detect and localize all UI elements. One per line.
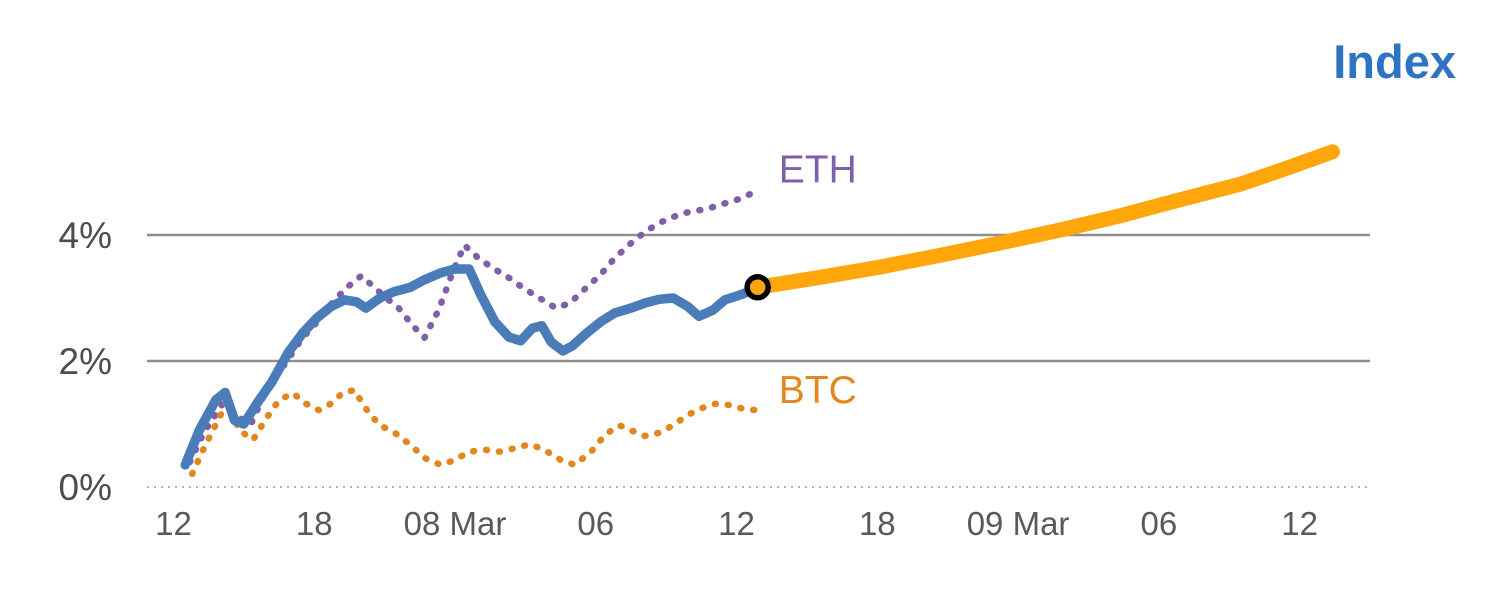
forecast-start-marker bbox=[744, 274, 771, 301]
series-line-btc bbox=[188, 386, 759, 478]
x-tick-label: 06 bbox=[1140, 505, 1177, 542]
series-labels: ETH BTC bbox=[779, 149, 857, 412]
chart-title: Index bbox=[1333, 35, 1456, 88]
x-tick-label: 18 bbox=[296, 505, 333, 542]
series-line-index-forecast bbox=[750, 144, 1340, 295]
x-tick-label: 06 bbox=[577, 505, 614, 542]
series-line-index bbox=[180, 264, 763, 470]
gridlines bbox=[147, 233, 1370, 488]
x-tick-label: 12 bbox=[718, 505, 755, 542]
series-label-eth: ETH bbox=[779, 149, 857, 192]
y-axis-tick-labels: 0% 2% 4% bbox=[59, 215, 112, 508]
y-tick-label: 0% bbox=[59, 467, 112, 508]
x-tick-label: 12 bbox=[155, 505, 192, 542]
x-tick-label: 09 Mar bbox=[967, 505, 1070, 542]
x-axis-tick-labels: 12 18 08 Mar 06 12 18 09 Mar 06 12 bbox=[155, 505, 1318, 542]
x-tick-label: 08 Mar bbox=[404, 505, 507, 542]
y-tick-label: 4% bbox=[59, 215, 112, 256]
x-tick-label: 18 bbox=[859, 505, 896, 542]
x-tick-label: 12 bbox=[1281, 505, 1318, 542]
forecast-start-marker-circle bbox=[744, 274, 771, 301]
series-line-eth bbox=[186, 185, 764, 466]
y-tick-label: 2% bbox=[59, 341, 112, 382]
series-lines bbox=[180, 144, 1340, 478]
series-label-btc: BTC bbox=[779, 369, 857, 412]
